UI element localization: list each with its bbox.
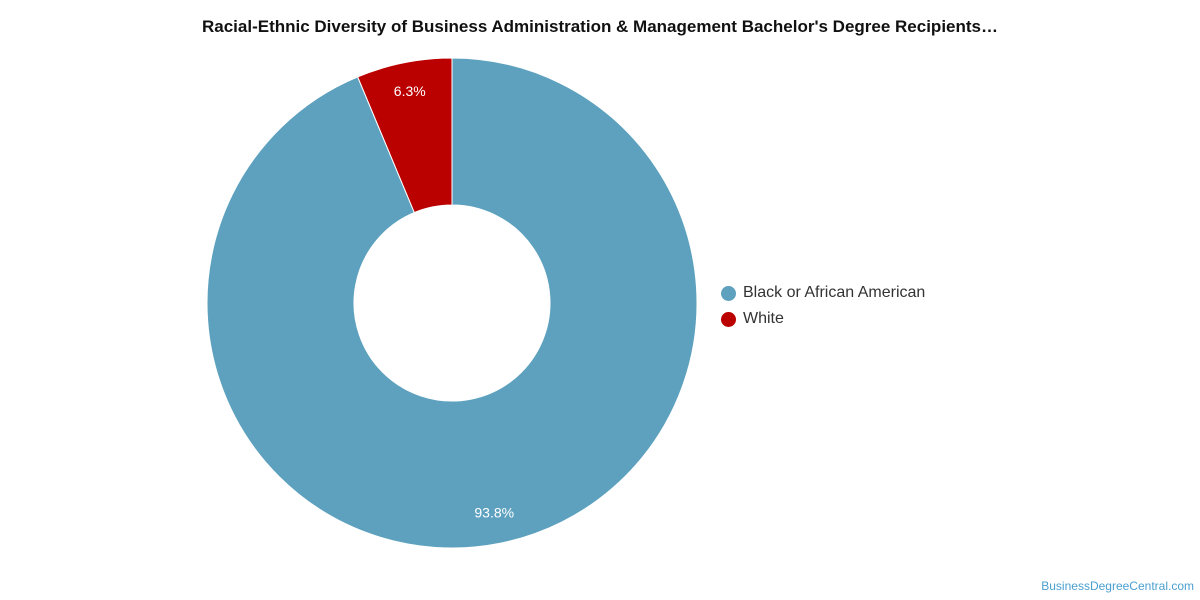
- slice-value-label: 93.8%: [474, 505, 514, 521]
- legend-label: White: [743, 310, 784, 327]
- source-credit-link[interactable]: BusinessDegreeCentral.com: [1041, 579, 1194, 593]
- legend-item-black-or-african-american[interactable]: Black or African American: [721, 280, 925, 306]
- legend-swatch: [721, 285, 736, 301]
- legend-swatch: [721, 311, 736, 327]
- slice-labels: 6.3% 93.8%: [394, 83, 514, 521]
- legend-label: Black or African American: [743, 284, 926, 301]
- donut-slices: [206, 57, 698, 549]
- chart-legend: Black or African American White: [721, 280, 925, 332]
- chart-title: Racial-Ethnic Diversity of Business Admi…: [201, 17, 998, 36]
- legend-item-white[interactable]: White: [721, 306, 925, 332]
- slice-black-or-african-american[interactable]: [206, 57, 698, 549]
- slice-value-label: 6.3%: [394, 83, 426, 99]
